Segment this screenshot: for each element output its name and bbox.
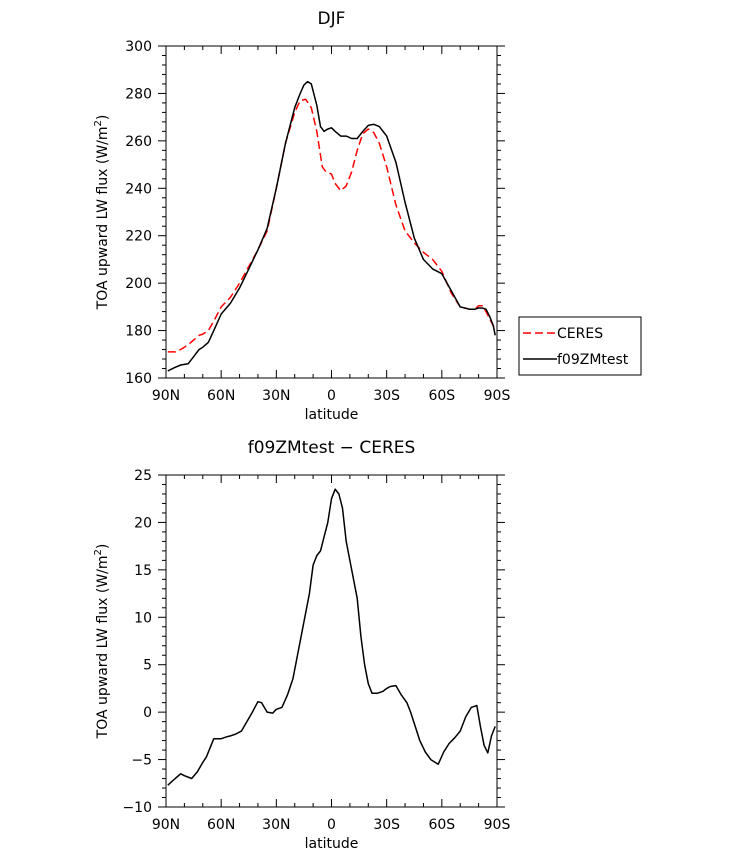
bottom-plot-frame — [165, 474, 498, 808]
legend-label: f09ZMtest — [557, 352, 629, 368]
top-x-tick-label: 90S — [484, 388, 511, 404]
legend-box — [518, 316, 642, 376]
bottom-y-tick-label: 25 — [134, 468, 152, 484]
bottom-x-axis-title: latitude — [305, 836, 359, 852]
top-x-tick-label: 60N — [207, 388, 235, 404]
bottom-chart-title: f09ZMtest − CERES — [248, 438, 416, 458]
top-x-axis-title: latitude — [305, 407, 359, 423]
top-y-tick-label: 280 — [125, 86, 152, 102]
top-y-axis-title-superscript: 2 — [93, 120, 104, 126]
bottom-y-tick-label: 15 — [134, 563, 152, 579]
top-chart-title: DJF — [318, 9, 346, 29]
bottom-y-axis-title-main: TOA upward LW flux (W/m — [95, 555, 111, 739]
top-y-axis-title: TOA upward LW flux (W/m2) — [93, 115, 111, 311]
bottom-y-axis-title-superscript: 2 — [93, 549, 104, 555]
legend-label: CERES — [557, 326, 603, 342]
bottom-y-tick-label: 5 — [143, 658, 152, 674]
top-panel: DJF 90N 60N 30N 0 30S 60S 90S 160 180 200 220 240 260… — [93, 9, 642, 423]
bottom-y-axis-title-close: ) — [95, 544, 111, 549]
bottom-y-tick-label: −5 — [131, 753, 152, 769]
top-y-tick-label: 260 — [125, 134, 152, 150]
bottom-x-tick-label: 90S — [484, 817, 511, 833]
bottom-y-axis-title: TOA upward LW flux (W/m2) — [93, 544, 111, 740]
top-y-tick-label: 200 — [125, 276, 152, 292]
bottom-x-tick-label: 60S — [428, 817, 455, 833]
bottom-x-tick-label: 0 — [327, 817, 336, 833]
bottom-x-tick-label: 30S — [373, 817, 400, 833]
top-y-axis-title-main: TOA upward LW flux (W/m — [95, 126, 111, 310]
top-x-tick-label: 30N — [262, 388, 290, 404]
top-x-tick-label: 0 — [327, 388, 336, 404]
top-y-tick-label: 300 — [125, 39, 152, 55]
top-x-tick-label: 90N — [152, 388, 180, 404]
bottom-panel: f09ZMtest − CERES 90N 60N 30N 0 30S 60S 90S −10 −… — [93, 438, 510, 852]
top-series-line-ceres — [167, 98, 496, 353]
bottom-x-tick-label: 90N — [152, 817, 180, 833]
top-x-tick-label: 30S — [373, 388, 400, 404]
bottom-y-tick-label: 0 — [143, 705, 152, 721]
legend: CERES f09ZMtest — [518, 316, 642, 376]
bottom-x-tick-label: 30N — [262, 817, 290, 833]
bottom-x-tick-label: 60N — [207, 817, 235, 833]
bottom-series-line-difference — [167, 488, 496, 786]
top-x-tick-label: 60S — [428, 388, 455, 404]
top-y-tick-label: 220 — [125, 229, 152, 245]
top-y-tick-label: 240 — [125, 181, 152, 197]
top-series-line-f09zmtest — [167, 80, 496, 372]
top-y-tick-label: 160 — [125, 371, 152, 387]
bottom-y-tick-label: 20 — [134, 515, 152, 531]
bottom-y-tick-label: 10 — [134, 610, 152, 626]
top-y-tick-label: 180 — [125, 324, 152, 340]
top-y-axis-title-close: ) — [95, 115, 111, 120]
bottom-y-tick-label: −10 — [122, 800, 152, 816]
